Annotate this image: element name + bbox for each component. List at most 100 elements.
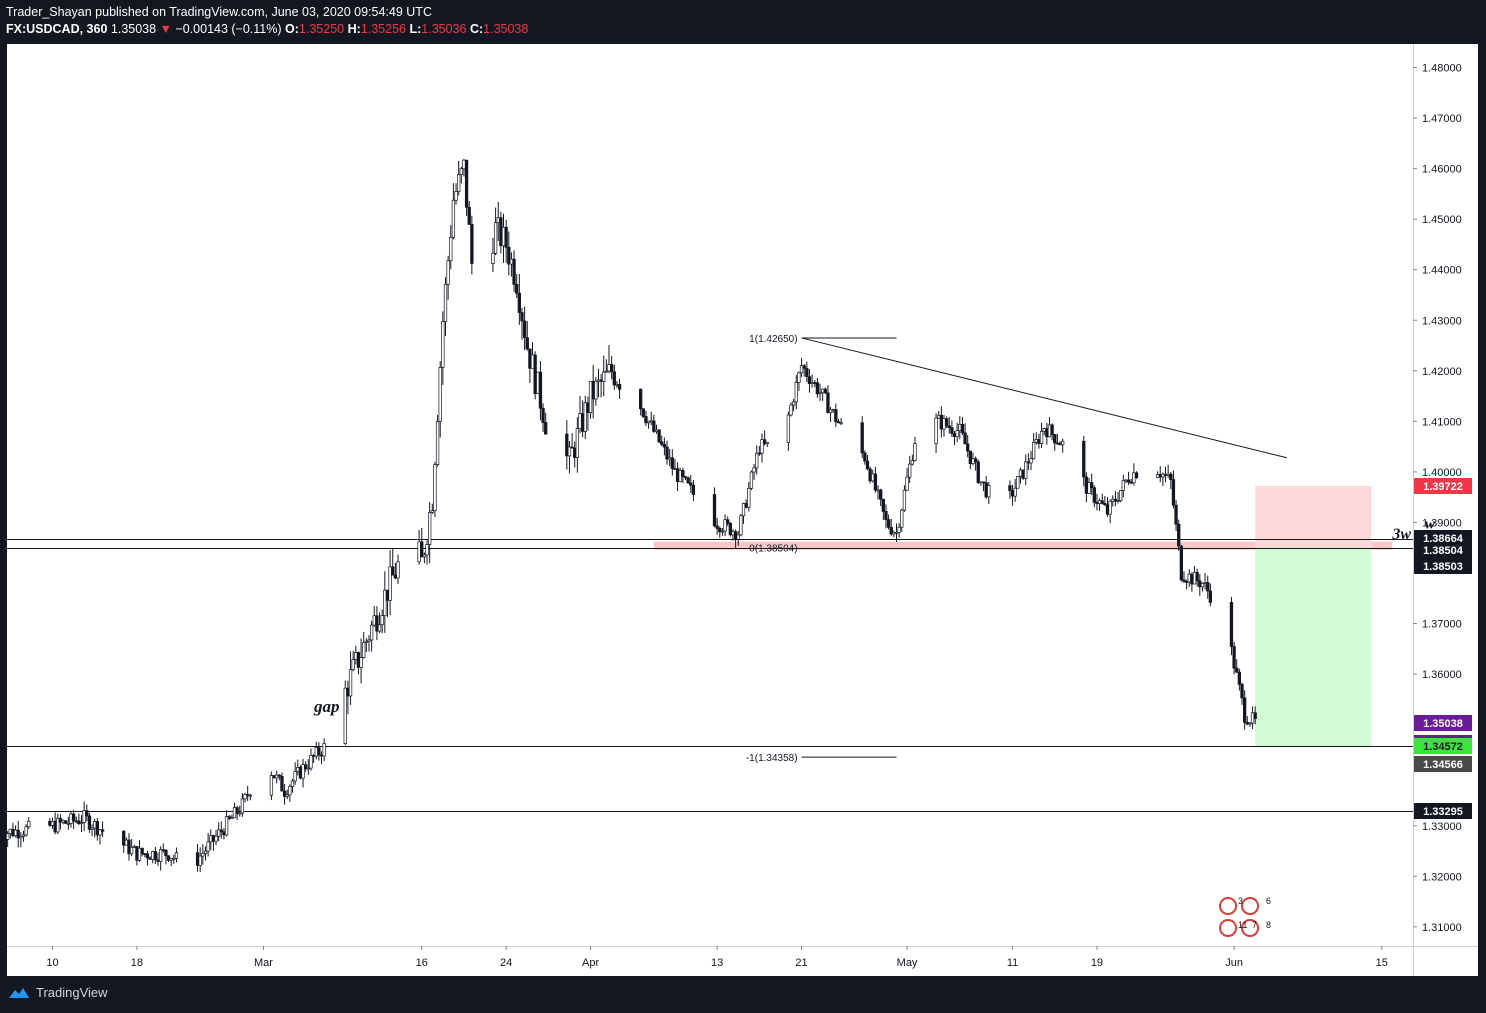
candle-139: [493, 207, 498, 256]
candle-body: [984, 482, 988, 498]
candle-190: [665, 440, 669, 465]
economic-events-flags-icon[interactable]: 3 6 11 7 8: [1219, 896, 1271, 937]
candle-body: [884, 511, 888, 520]
candle-347: [1208, 583, 1213, 607]
candle-127: [443, 277, 448, 337]
candle-body: [1245, 722, 1249, 725]
candle-body: [309, 754, 313, 769]
candle-body: [53, 820, 57, 833]
candle-body: [820, 388, 825, 394]
last-price: 1.35038: [110, 22, 157, 36]
candle-222: [786, 411, 791, 451]
candle-body: [224, 816, 229, 836]
candle-32: [100, 821, 105, 837]
candle-45: [153, 846, 158, 864]
candle-body: [955, 430, 959, 438]
chart-pane[interactable]: [7, 44, 1413, 946]
candle-body: [135, 846, 139, 861]
candle-155: [536, 371, 540, 395]
candle-body: [1208, 590, 1213, 603]
candle-body: [1047, 424, 1052, 438]
candle-70: [238, 805, 242, 817]
candle-body: [733, 531, 738, 540]
candle-body: [217, 829, 221, 837]
candle-254: [889, 518, 893, 537]
high-value: 1.35256: [360, 22, 406, 36]
candle-220: [762, 430, 767, 446]
candle-body: [1021, 469, 1025, 479]
candle-body: [377, 624, 382, 632]
candle-body: [1158, 474, 1162, 478]
candle-9: [21, 830, 26, 842]
candle-body: [1187, 573, 1191, 583]
published-line: Trader_Shayan published on TradingView.c…: [6, 5, 432, 19]
candle-342: [1195, 568, 1199, 587]
candle-body: [203, 850, 208, 854]
candle-body: [280, 775, 284, 792]
tradingview-logo-icon[interactable]: [8, 986, 30, 1000]
candle-277: [968, 450, 972, 470]
candle-28: [90, 824, 94, 837]
candle-124: [435, 414, 440, 467]
candle-body: [1108, 500, 1112, 515]
candle-body: [789, 404, 793, 416]
candle-body: [64, 820, 68, 824]
candle-body: [362, 642, 366, 658]
candle-133: [459, 166, 463, 184]
candle-body: [1121, 480, 1125, 491]
candle-137: [470, 215, 474, 275]
footer[interactable]: TradingView: [8, 985, 108, 1000]
candle-body: [1253, 712, 1257, 719]
candle-74: [248, 793, 252, 801]
price-axis[interactable]: [1414, 44, 1478, 946]
candle-269: [947, 417, 951, 434]
candle-136: [467, 200, 471, 225]
candle-268: [944, 416, 949, 428]
candle-body: [673, 468, 677, 470]
symbol-label[interactable]: FX:USDCAD, 360: [6, 22, 108, 36]
candle-1: [0, 829, 5, 843]
candle-body: [359, 657, 363, 668]
candle-305: [1061, 438, 1065, 453]
trendline: [801, 337, 1287, 459]
candle-body: [607, 364, 611, 372]
candle-body: [56, 817, 60, 833]
candle-body: [449, 236, 453, 262]
price-label-bg: [1414, 478, 1472, 494]
candle-body: [886, 519, 891, 528]
candle-83: [290, 778, 295, 793]
candle-body: [639, 388, 643, 410]
candle-body: [652, 420, 656, 432]
candle-319: [1116, 491, 1120, 504]
price-label-text: 1.33295: [1423, 806, 1463, 818]
change-value: −0.00143 (−0.11%): [175, 22, 282, 36]
candle-body: [678, 470, 682, 482]
candle-body: [913, 443, 917, 461]
candle-280: [976, 459, 980, 485]
candle-256: [894, 523, 899, 542]
candle-body: [1134, 472, 1139, 478]
candle-264: [934, 413, 938, 453]
candle-body: [393, 574, 398, 579]
candle-284: [987, 482, 991, 504]
candle-148: [517, 273, 521, 325]
candle-body: [1105, 504, 1110, 515]
candle-156: [538, 360, 543, 421]
time-axis[interactable]: [7, 947, 1413, 976]
candle-144: [507, 231, 511, 276]
candle-349: [1232, 642, 1236, 675]
candle-25: [82, 801, 86, 831]
candle-body: [908, 463, 912, 478]
footer-brand[interactable]: TradingView: [36, 985, 108, 1000]
candle-body: [512, 258, 516, 285]
candle-body: [522, 320, 527, 338]
candle-3: [6, 830, 10, 847]
candle-346: [1206, 575, 1210, 599]
candle-body: [752, 467, 756, 473]
candle-24: [79, 815, 84, 833]
candle-body: [493, 222, 498, 254]
candle-206: [726, 516, 730, 527]
candle-body: [760, 439, 764, 454]
candle-body: [860, 422, 864, 454]
